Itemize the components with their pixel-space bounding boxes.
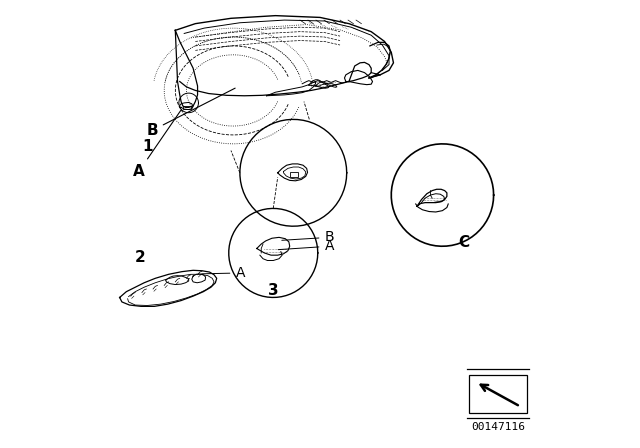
Text: C: C (458, 235, 469, 250)
Text: 3: 3 (268, 283, 278, 298)
Text: B: B (147, 88, 235, 138)
Bar (469, 375, 527, 413)
Text: 00147116: 00147116 (471, 422, 525, 431)
Text: 2: 2 (135, 250, 146, 265)
Text: A: A (202, 266, 245, 280)
Text: A: A (278, 239, 334, 253)
Text: B: B (282, 230, 334, 244)
Bar (290, 172, 298, 177)
Bar (183, 106, 191, 109)
Text: A: A (133, 110, 181, 179)
Text: 1: 1 (142, 138, 152, 154)
